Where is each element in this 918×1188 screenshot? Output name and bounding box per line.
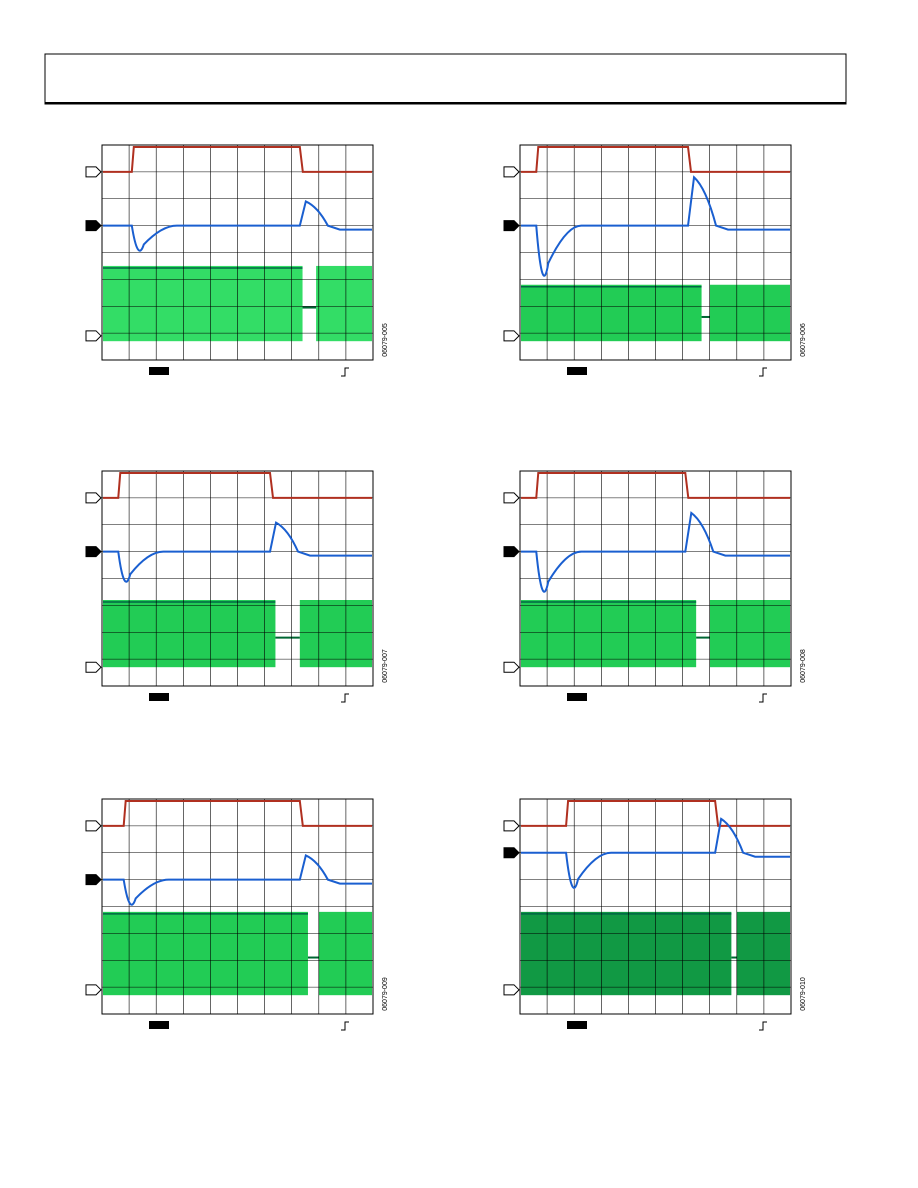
red-trace (103, 800, 372, 827)
channel-marker (85, 166, 102, 178)
green-trace (709, 284, 790, 342)
channel-marker (503, 220, 520, 232)
trigger-edge (759, 693, 767, 703)
trigger-edge (341, 367, 349, 377)
red-trace (103, 472, 372, 499)
green-trace (316, 265, 372, 342)
channel-marker (85, 661, 102, 673)
blue-trace (521, 511, 790, 593)
channel-marker (503, 166, 520, 178)
red-trace (521, 472, 790, 499)
blue-trace (103, 521, 372, 583)
channel-marker (503, 330, 520, 342)
red-trace (521, 800, 790, 827)
scope-plot: 06079-009 (85, 798, 389, 1031)
trigger-marker (567, 693, 587, 701)
channel-marker (85, 330, 102, 342)
channel-marker (85, 546, 102, 558)
green-trace (521, 284, 702, 342)
green-trace (521, 911, 732, 996)
channel-marker (503, 820, 520, 832)
trigger-marker (149, 367, 169, 375)
green-trace (521, 600, 697, 668)
channel-marker (503, 847, 520, 859)
green-trace (103, 911, 308, 996)
channel-marker (503, 492, 520, 504)
trigger-marker (149, 693, 169, 701)
trigger-edge (341, 1021, 349, 1031)
figure-id: 06079-005 (382, 323, 389, 357)
channel-marker (85, 820, 102, 832)
scope-plot: 06079-007 (85, 470, 389, 703)
red-trace (103, 146, 372, 173)
channel-marker (503, 661, 520, 673)
green-trace (736, 911, 790, 996)
header-box (44, 53, 847, 105)
blue-trace (103, 200, 372, 252)
green-trace (103, 600, 276, 668)
figure-id: 06079-007 (382, 649, 389, 683)
figure-id: 06079-010 (800, 977, 807, 1011)
channel-marker (503, 984, 520, 996)
blue-trace (103, 854, 372, 906)
blue-trace (521, 817, 790, 889)
channel-marker (85, 492, 102, 504)
figure-id: 06079-006 (800, 323, 807, 357)
trigger-edge (759, 367, 767, 377)
green-trace (299, 600, 372, 668)
scope-plot: 06079-006 (503, 144, 807, 377)
trigger-edge (759, 1021, 767, 1031)
channel-marker (85, 874, 102, 886)
figure-id: 06079-008 (800, 649, 807, 683)
green-trace (318, 911, 372, 996)
scope-plot: 06079-005 (85, 144, 389, 377)
blue-trace (521, 175, 790, 277)
figure-id: 06079-009 (382, 977, 389, 1011)
trigger-edge (341, 693, 349, 703)
trigger-marker (567, 367, 587, 375)
red-trace (521, 146, 790, 173)
scope-plot: 06079-010 (503, 798, 807, 1031)
channel-marker (85, 220, 102, 232)
channel-marker (503, 546, 520, 558)
scope-plot: 06079-008 (503, 470, 807, 703)
green-trace (103, 265, 303, 342)
trigger-marker (567, 1021, 587, 1029)
green-trace (709, 600, 790, 668)
channel-marker (85, 984, 102, 996)
trigger-marker (149, 1021, 169, 1029)
